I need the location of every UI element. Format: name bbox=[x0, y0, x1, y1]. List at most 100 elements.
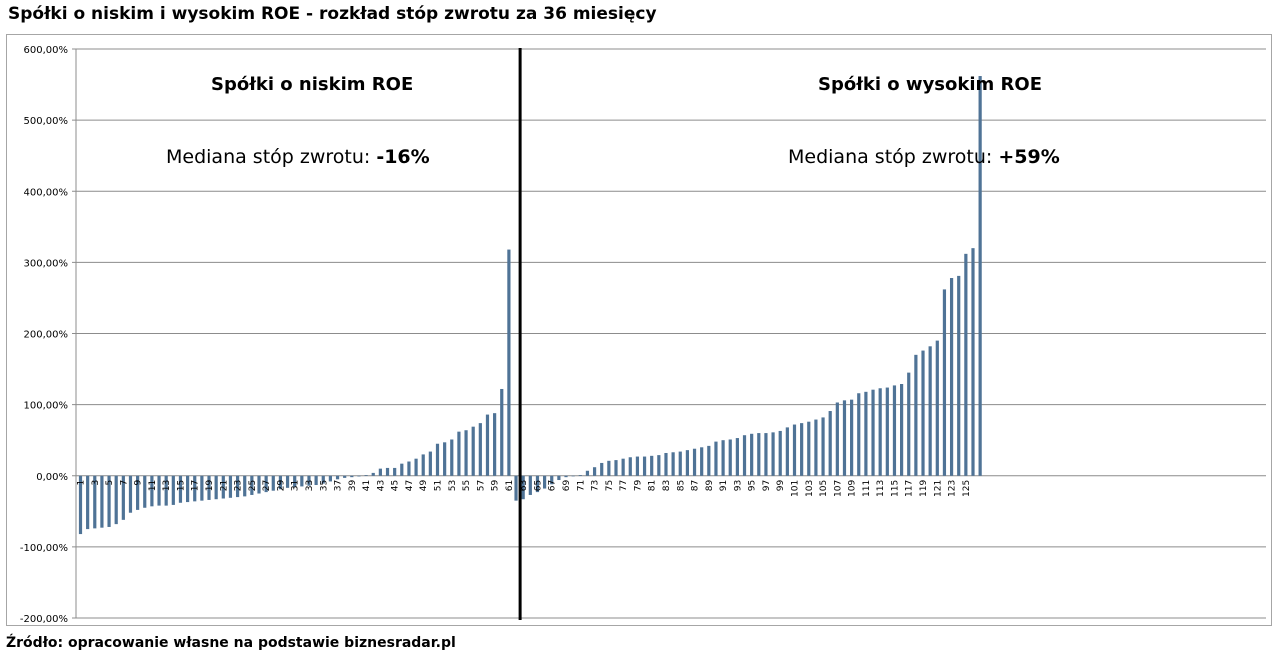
x-tick-label: 99 bbox=[776, 479, 786, 491]
bar bbox=[621, 458, 625, 476]
x-tick-label: 123 bbox=[948, 480, 958, 497]
low-roe-median: Mediana stóp zwrotu: -16% bbox=[166, 146, 430, 168]
bar bbox=[350, 475, 354, 478]
y-tick-label: -200,00% bbox=[20, 614, 68, 625]
x-tick-label: 95 bbox=[748, 480, 758, 491]
x-tick-label: 77 bbox=[619, 480, 629, 491]
bar bbox=[842, 400, 847, 476]
bar bbox=[278, 475, 283, 490]
bar bbox=[300, 475, 304, 487]
bar bbox=[707, 445, 711, 476]
bar bbox=[471, 426, 475, 476]
x-tick-label: 45 bbox=[391, 480, 401, 491]
x-tick-label: 29 bbox=[276, 479, 286, 491]
bar bbox=[121, 475, 125, 520]
low-roe-heading: Spółki o niskim ROE bbox=[211, 74, 414, 95]
high-roe-median: Mediana stóp zwrotu: +59% bbox=[788, 146, 1060, 168]
bar bbox=[800, 423, 804, 476]
x-tick-label: 17 bbox=[191, 480, 201, 491]
bar bbox=[721, 440, 725, 476]
bar bbox=[857, 393, 861, 476]
x-tick-label: 53 bbox=[448, 480, 458, 491]
bar bbox=[193, 475, 197, 502]
x-tick-label: 1 bbox=[77, 480, 87, 486]
bar bbox=[807, 421, 811, 476]
x-tick-label: 37 bbox=[334, 480, 344, 491]
bar bbox=[335, 475, 340, 480]
bar bbox=[835, 402, 839, 476]
x-tick-label: 3 bbox=[91, 480, 101, 486]
bar bbox=[93, 475, 97, 529]
x-tick-label: 73 bbox=[591, 480, 601, 491]
x-tick-label: 15 bbox=[176, 480, 186, 491]
x-tick-label: 119 bbox=[919, 479, 929, 496]
x-tick-label: 25 bbox=[248, 480, 258, 491]
bar bbox=[628, 457, 632, 476]
bar bbox=[957, 275, 961, 476]
bar bbox=[714, 441, 718, 476]
x-tick-label: 113 bbox=[876, 480, 886, 497]
x-tick-label: 33 bbox=[305, 480, 315, 491]
x-tick-label: 85 bbox=[676, 480, 686, 491]
x-tick-label: 107 bbox=[833, 480, 843, 497]
bar bbox=[750, 433, 754, 476]
bar bbox=[343, 475, 347, 478]
bar bbox=[207, 475, 211, 500]
bar bbox=[871, 389, 875, 476]
chart-frame bbox=[6, 34, 1272, 626]
bar bbox=[128, 475, 133, 513]
bar bbox=[107, 475, 111, 527]
x-tick-label: 59 bbox=[491, 479, 501, 491]
bar bbox=[878, 388, 882, 476]
x-tick-label: 61 bbox=[505, 480, 515, 491]
x-tick-label: 39 bbox=[348, 479, 358, 491]
x-tick-label: 47 bbox=[405, 480, 415, 491]
x-tick-label: 11 bbox=[148, 480, 158, 491]
bar bbox=[114, 475, 118, 525]
bar bbox=[949, 278, 954, 476]
bar bbox=[942, 289, 947, 476]
x-tick-label: 87 bbox=[691, 480, 701, 491]
x-tick-label: 31 bbox=[291, 480, 301, 491]
bar bbox=[171, 475, 175, 505]
bar bbox=[657, 455, 661, 476]
bar bbox=[685, 450, 689, 476]
x-tick-label: 23 bbox=[234, 480, 244, 491]
x-tick-label: 97 bbox=[762, 480, 772, 491]
bar bbox=[928, 346, 932, 476]
bar bbox=[642, 456, 647, 476]
bar bbox=[293, 475, 297, 488]
bar bbox=[778, 430, 782, 476]
x-tick-label: 81 bbox=[648, 480, 658, 491]
bar bbox=[935, 340, 939, 476]
y-tick-label: 0,00% bbox=[36, 472, 68, 483]
y-tick-label: -100,00% bbox=[20, 543, 68, 554]
y-tick-label: 200,00% bbox=[24, 330, 69, 341]
bar bbox=[285, 475, 290, 488]
bar bbox=[821, 417, 825, 476]
bar bbox=[585, 470, 590, 476]
bar bbox=[393, 467, 397, 476]
bar bbox=[814, 419, 818, 476]
bar bbox=[978, 76, 982, 476]
bar bbox=[735, 438, 739, 476]
y-tick-label: 100,00% bbox=[24, 401, 69, 412]
bar bbox=[414, 458, 418, 476]
bar bbox=[535, 475, 540, 493]
bar bbox=[321, 475, 325, 484]
bar bbox=[457, 431, 461, 476]
bar bbox=[493, 413, 497, 476]
bar bbox=[164, 475, 168, 506]
bar bbox=[592, 467, 597, 476]
bar bbox=[443, 442, 447, 476]
bar bbox=[86, 475, 90, 530]
high-roe-heading: Spółki o wysokim ROE bbox=[818, 74, 1042, 95]
bar bbox=[700, 447, 704, 476]
bar bbox=[921, 350, 925, 476]
bar bbox=[850, 399, 854, 476]
x-tick-label: 69 bbox=[562, 479, 572, 491]
x-tick-label: 19 bbox=[205, 479, 215, 491]
x-tick-label: 89 bbox=[705, 479, 715, 491]
bar bbox=[550, 475, 554, 485]
